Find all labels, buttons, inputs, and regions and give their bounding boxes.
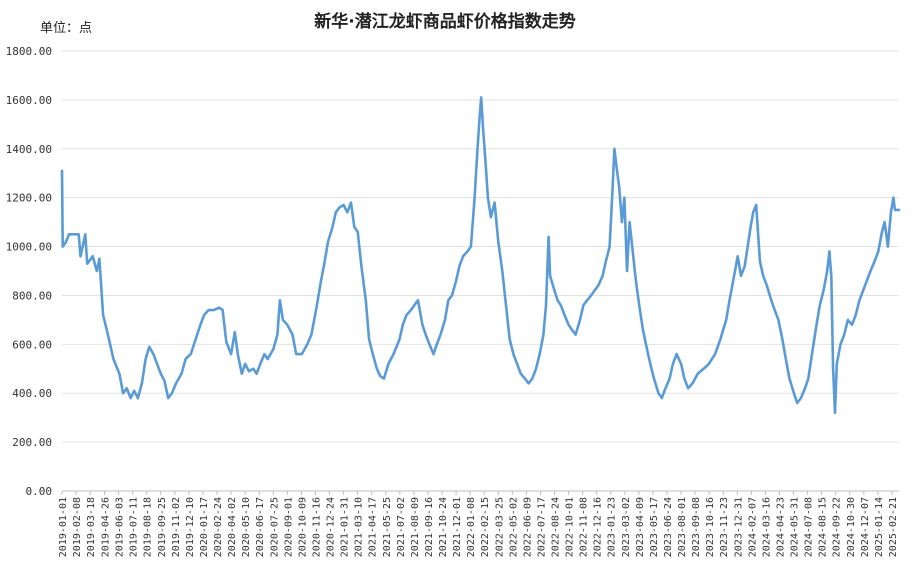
series-line-0 bbox=[60, 96, 901, 415]
x-tick-label: 2023-08-01 bbox=[677, 497, 688, 557]
chart-title: 新华·潜江龙虾商品虾价格指数走势 bbox=[314, 11, 575, 32]
x-tick-label: 2019-02-08 bbox=[72, 497, 83, 557]
x-tick-label: 2021-05-25 bbox=[382, 497, 393, 557]
x-tick-label: 2021-12-01 bbox=[452, 497, 463, 557]
x-tick-label: 2019-07-11 bbox=[129, 497, 140, 557]
x-tick-label: 2019-06-03 bbox=[115, 497, 126, 557]
x-tick-label: 2024-03-16 bbox=[761, 497, 772, 557]
x-tick-label: 2022-08-24 bbox=[551, 497, 562, 557]
x-tick-label: 2021-07-02 bbox=[396, 497, 407, 557]
x-tick-label: 2024-07-08 bbox=[804, 497, 815, 557]
x-tick-label: 2019-04-26 bbox=[101, 497, 112, 557]
x-tick-label: 2021-04-17 bbox=[368, 497, 379, 557]
x-axis: 2019-01-01 2019-02-08 2019-03-18 2019-04-26… bbox=[58, 491, 899, 557]
y-tick-label: 0.00 bbox=[26, 485, 53, 498]
x-tick-label: 2023-09-08 bbox=[691, 497, 702, 557]
y-tick-label: 600.00 bbox=[12, 338, 52, 351]
x-tick-label: 2020-11-16 bbox=[311, 497, 322, 557]
y-tick-label: 1000.00 bbox=[6, 241, 52, 254]
unit-label: 单位：点 bbox=[40, 21, 92, 36]
y-tick-label: 200.00 bbox=[12, 436, 52, 449]
x-tick-label: 2024-02-07 bbox=[747, 497, 758, 557]
x-tick-label: 2024-12-07 bbox=[860, 497, 871, 557]
y-tick-label: 1800.00 bbox=[6, 45, 52, 58]
x-tick-label: 2021-03-10 bbox=[354, 497, 365, 557]
x-tick-label: 2022-11-08 bbox=[579, 497, 590, 557]
x-tick-label: 2019-01-01 bbox=[58, 497, 69, 557]
x-tick-label: 2019-11-02 bbox=[171, 497, 182, 557]
x-tick-label: 2023-01-23 bbox=[607, 497, 618, 557]
y-axis: 0.00 200.00 400.00 600.00 800.00 1000.00 1200.… bbox=[6, 45, 52, 498]
y-tick-label: 1600.00 bbox=[6, 94, 52, 107]
y-tick-label: 1400.00 bbox=[6, 143, 52, 156]
x-tick-label: 2022-01-08 bbox=[466, 497, 477, 557]
x-tick-label: 2020-10-09 bbox=[297, 497, 308, 557]
x-tick-label: 2025-01-14 bbox=[874, 497, 885, 557]
x-tick-label: 2024-10-30 bbox=[846, 497, 857, 557]
x-tick-label: 2024-05-31 bbox=[790, 497, 801, 557]
x-tick-label: 2024-09-22 bbox=[832, 497, 843, 557]
x-tick-label: 2022-06-09 bbox=[522, 497, 533, 557]
x-tick-label: 2019-12-10 bbox=[185, 497, 196, 557]
x-tick-label: 2024-08-15 bbox=[818, 497, 829, 557]
x-tick-label: 2022-07-17 bbox=[536, 497, 547, 557]
series-group bbox=[60, 96, 901, 415]
x-tick-label: 2020-07-25 bbox=[269, 497, 280, 557]
y-tick-label: 800.00 bbox=[12, 289, 52, 302]
x-tick-label: 2021-08-09 bbox=[410, 497, 421, 557]
x-tick-label: 2021-09-16 bbox=[424, 497, 435, 557]
y-tick-label: 400.00 bbox=[12, 387, 52, 400]
x-tick-label: 2022-12-16 bbox=[593, 497, 604, 557]
x-tick-label: 2024-04-23 bbox=[775, 497, 786, 557]
x-tick-label: 2023-11-23 bbox=[719, 497, 730, 557]
x-tick-label: 2023-10-16 bbox=[705, 497, 716, 557]
x-tick-label: 2021-10-24 bbox=[438, 497, 449, 557]
x-tick-label: 2023-04-09 bbox=[635, 497, 646, 557]
x-tick-label: 2023-03-02 bbox=[621, 497, 632, 557]
x-tick-label: 2020-04-02 bbox=[227, 497, 238, 557]
x-tick-label: 2019-08-18 bbox=[143, 497, 154, 557]
x-tick-label: 2022-03-25 bbox=[494, 497, 505, 557]
x-tick-label: 2022-02-15 bbox=[480, 497, 491, 557]
x-tick-label: 2020-05-10 bbox=[241, 497, 252, 557]
x-tick-label: 2022-05-02 bbox=[508, 497, 519, 557]
x-tick-label: 2020-09-01 bbox=[283, 497, 294, 557]
y-tick-label: 1200.00 bbox=[6, 192, 52, 205]
x-tick-label: 2023-12-31 bbox=[733, 497, 744, 557]
x-tick-label: 2021-01-31 bbox=[340, 497, 351, 557]
x-tick-label: 2022-10-01 bbox=[565, 497, 576, 557]
x-tick-label: 2023-05-17 bbox=[649, 497, 660, 557]
x-tick-label: 2023-06-24 bbox=[663, 497, 674, 557]
x-tick-label: 2020-06-17 bbox=[255, 497, 266, 557]
x-tick-label: 2025-02-21 bbox=[888, 497, 899, 557]
gridlines bbox=[62, 50, 899, 443]
x-tick-label: 2019-03-18 bbox=[86, 497, 97, 557]
x-tick-label: 2020-02-24 bbox=[213, 497, 224, 557]
x-tick-label: 2020-01-17 bbox=[199, 497, 210, 557]
x-tick-label: 2020-12-24 bbox=[326, 497, 337, 557]
x-tick-label: 2019-09-25 bbox=[157, 497, 168, 557]
